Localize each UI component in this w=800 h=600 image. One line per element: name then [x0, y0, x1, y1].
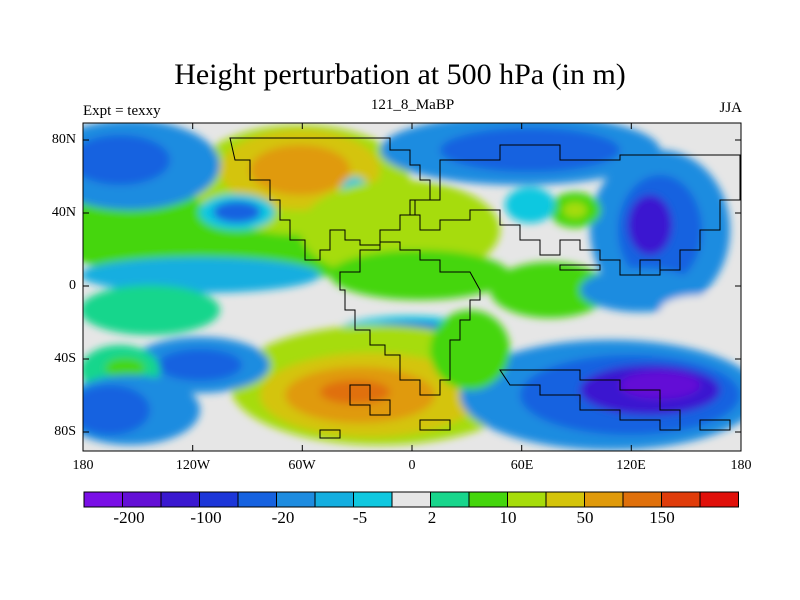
lon-label-120w: 120W: [175, 458, 211, 473]
colorbar-swatch: [699, 491, 739, 508]
contour-fill: [83, 123, 741, 451]
season-label: JJA: [719, 100, 742, 116]
colorbar-swatch: [507, 491, 547, 508]
colorbar-swatch: [83, 491, 123, 508]
colorbar-label: -100: [190, 508, 222, 527]
colorbar-swatch: [276, 491, 316, 508]
lat-label-80n: 80N: [51, 132, 76, 147]
colorbar-label: -5: [352, 508, 368, 527]
colorbar-swatch: [468, 491, 508, 508]
lon-label-180w: 180: [72, 458, 94, 473]
case-label: 121_8_MaBP: [370, 97, 455, 113]
lon-ticks: [192, 123, 632, 451]
lon-label-180e: 180: [730, 458, 752, 473]
experiment-label: Expt = texxy: [83, 103, 161, 119]
lon-label-120e: 120E: [616, 458, 646, 473]
colorbar-swatch: [353, 491, 393, 508]
lon-label-60w: 60W: [288, 458, 316, 473]
colorbar: [83, 491, 739, 508]
colorbar-swatch: [391, 491, 431, 508]
coastlines: [229, 137, 741, 439]
colorbar-swatch: [160, 491, 200, 508]
colorbar-swatch: [661, 491, 701, 508]
colorbar-swatch: [237, 491, 277, 508]
colorbar-swatch: [622, 491, 662, 508]
plot-title: Height perturbation at 500 hPa (in m): [174, 58, 626, 91]
colorbar-label: 50: [576, 508, 594, 527]
colorbar-label: 10: [499, 508, 517, 527]
lat-label-eq: 0: [69, 278, 76, 293]
colorbar-swatch: [122, 491, 162, 508]
lon-label-60e: 60E: [510, 458, 534, 473]
colorbar-swatch: [545, 491, 585, 508]
colorbar-swatch: [430, 491, 470, 508]
lat-label-40s: 40S: [54, 351, 76, 366]
colorbar-swatch: [584, 491, 624, 508]
lon-label-0: 0: [408, 458, 416, 473]
colorbar-label: -200: [113, 508, 145, 527]
lat-label-80s: 80S: [54, 424, 76, 439]
colorbar-label: -20: [271, 508, 295, 527]
colorbar-swatch: [314, 491, 354, 508]
colorbar-label: 150: [649, 508, 675, 527]
colorbar-swatch: [199, 491, 239, 508]
colorbar-label: 2: [427, 508, 437, 527]
lat-ticks: [83, 139, 741, 433]
lat-label-40n: 40N: [51, 205, 76, 220]
